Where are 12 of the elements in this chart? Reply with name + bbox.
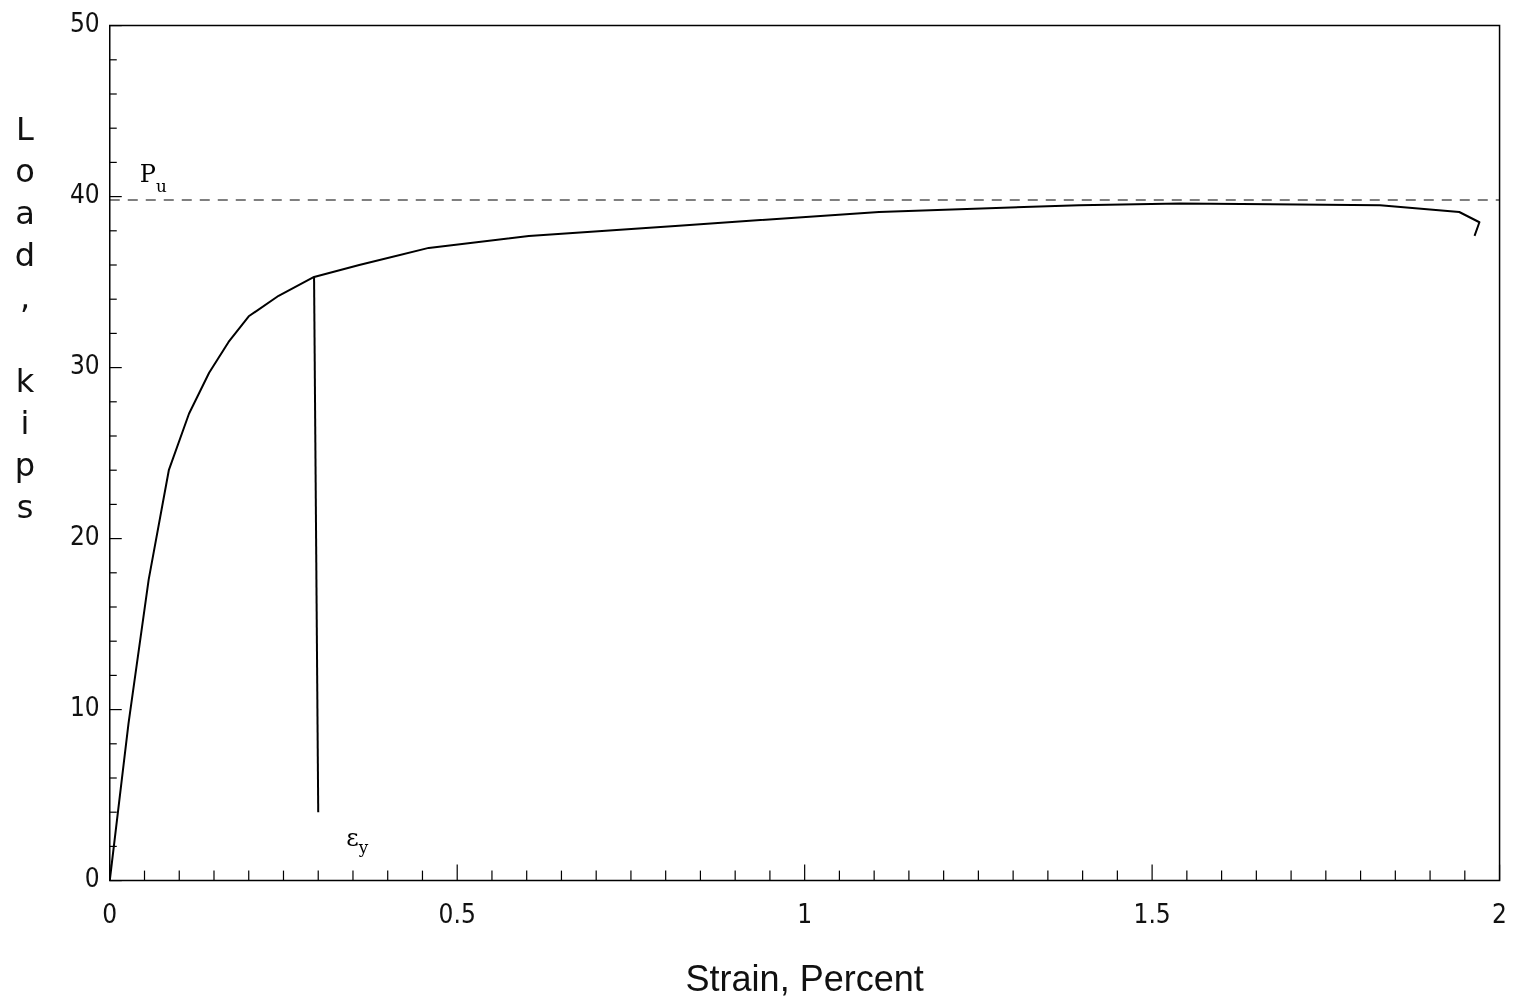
- x-tick-label: 0.5: [438, 898, 476, 929]
- y-tick-label: 0: [84, 863, 100, 894]
- y-axis-title: Load, kips: [6, 110, 44, 530]
- y-tick-label: 30: [69, 350, 100, 381]
- y-tick-label: 20: [69, 521, 100, 552]
- x-tick-label: 2: [1492, 898, 1508, 929]
- y-tick-label: 40: [69, 179, 100, 210]
- y-tick-label: 10: [69, 692, 100, 723]
- y-tick-label: 50: [69, 8, 100, 39]
- x-tick-label: 1: [797, 898, 813, 929]
- x-tick-label: 1.5: [1133, 898, 1171, 929]
- x-axis-title: Strain, Percent: [685, 958, 924, 1000]
